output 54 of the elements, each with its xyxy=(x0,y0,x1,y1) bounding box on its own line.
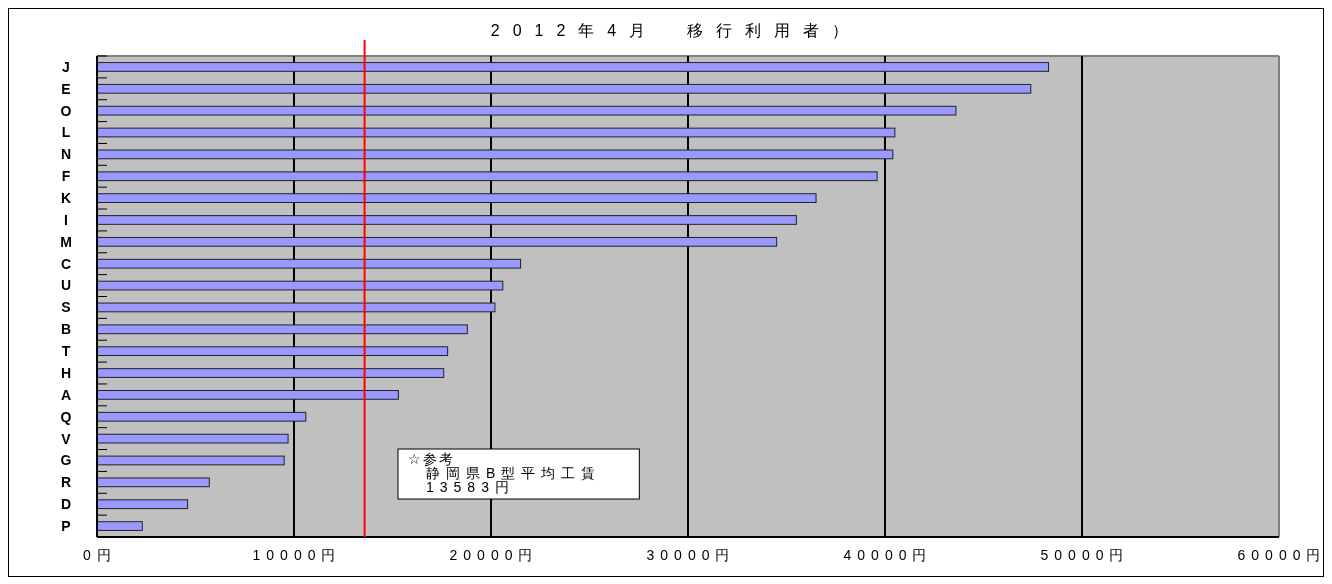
x-tick-label: 0円 xyxy=(83,547,117,563)
x-tick-label: 50000円 xyxy=(1040,547,1130,563)
bar xyxy=(96,127,896,138)
chart-title: 2012年4月 移行利用者） xyxy=(490,22,862,39)
bar xyxy=(96,455,285,466)
bar xyxy=(96,171,878,182)
y-tick-label: H xyxy=(60,364,72,381)
bar xyxy=(96,258,522,269)
bar xyxy=(96,83,1032,94)
annotation: 13583円 xyxy=(426,479,515,495)
y-tick-label: O xyxy=(60,102,72,119)
y-tick-label: T xyxy=(61,343,71,360)
y-tick-label: F xyxy=(61,168,71,185)
x-tick-label: 60000円 xyxy=(1237,547,1327,563)
bar xyxy=(96,324,468,335)
x-tick-label: 20000円 xyxy=(449,547,539,563)
y-tick-label: I xyxy=(64,211,68,228)
x-tick-label: 40000円 xyxy=(843,547,933,563)
y-tick-label: M xyxy=(60,233,72,250)
bar xyxy=(96,280,504,291)
bar xyxy=(96,411,307,422)
bar xyxy=(96,105,957,116)
y-tick-label: E xyxy=(61,80,71,97)
bar xyxy=(96,215,797,225)
bar xyxy=(96,477,210,488)
y-tick-label: V xyxy=(61,430,72,447)
y-tick-label: B xyxy=(60,321,72,338)
y-tick-label: J xyxy=(62,58,70,75)
y-tick-label: K xyxy=(60,190,72,207)
y-tick-label: A xyxy=(60,386,72,403)
bar xyxy=(96,433,289,444)
y-tick-label: S xyxy=(61,299,71,316)
bar xyxy=(96,236,778,247)
bar xyxy=(96,149,894,160)
x-tick-label: 10000円 xyxy=(252,547,342,563)
annotation: ☆参考 xyxy=(408,451,455,467)
y-tick-label: Q xyxy=(60,408,72,425)
y-tick-label: R xyxy=(60,474,72,491)
bar xyxy=(96,62,1050,72)
y-tick-label: L xyxy=(61,124,71,141)
y-tick-label: U xyxy=(60,277,72,294)
y-tick-label: P xyxy=(61,517,71,534)
y-tick-label: D xyxy=(60,496,72,513)
bar xyxy=(96,390,399,400)
y-tick-label: C xyxy=(60,255,72,272)
bar xyxy=(96,193,817,203)
y-tick-label: N xyxy=(60,146,72,163)
bar xyxy=(96,302,496,313)
bar xyxy=(96,368,445,378)
x-tick-label: 30000円 xyxy=(646,547,736,563)
bar xyxy=(96,346,449,357)
y-tick-label: G xyxy=(60,452,72,469)
bar xyxy=(96,499,189,510)
bar xyxy=(96,521,143,531)
